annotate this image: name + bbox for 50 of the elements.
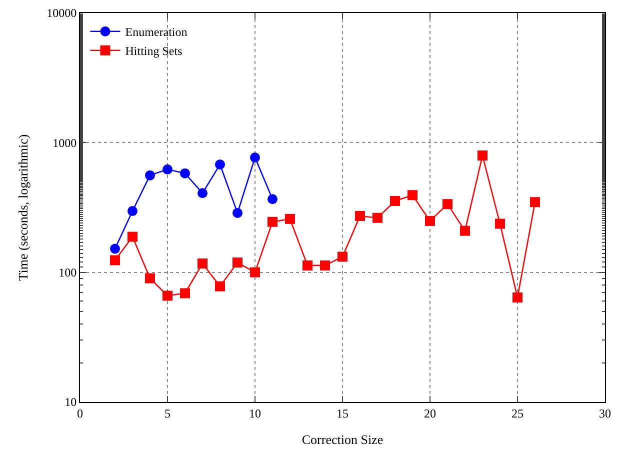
point	[302, 260, 312, 270]
legend-label: Enumeration	[125, 25, 188, 40]
point	[372, 212, 382, 223]
point	[198, 188, 208, 198]
point	[250, 152, 260, 163]
x-tick-label: 30	[599, 406, 611, 420]
x-axis-title: Correction Size	[302, 432, 384, 447]
point	[338, 252, 348, 262]
point	[232, 258, 242, 268]
point	[320, 260, 330, 270]
legend-label: Hitting Sets	[125, 44, 183, 58]
y-tick-label: 1000	[52, 136, 77, 150]
point	[390, 196, 400, 206]
point	[145, 170, 155, 180]
point	[512, 292, 522, 302]
point	[408, 190, 418, 200]
point	[162, 164, 172, 174]
y-tick-label: 10000	[46, 6, 77, 20]
x-tick-label: 0	[77, 406, 83, 420]
x-tick-label: 20	[424, 406, 436, 420]
y-tick-label: 10	[64, 395, 77, 410]
point	[268, 216, 278, 227]
y-tick-label: 100	[58, 266, 77, 280]
point	[128, 232, 138, 242]
point	[110, 244, 120, 254]
x-tick-label: 5	[164, 406, 170, 420]
point	[442, 199, 452, 210]
x-tick-label: 10	[249, 406, 261, 420]
point	[268, 194, 278, 204]
y-axis-title: Time (seconds, logarithmic)	[16, 134, 31, 281]
point	[145, 273, 155, 284]
point	[285, 214, 295, 224]
point	[355, 210, 365, 221]
point	[495, 218, 505, 229]
point	[232, 208, 242, 218]
x-tick-label: 25	[512, 406, 524, 420]
point	[215, 281, 225, 292]
point	[128, 206, 138, 216]
point	[250, 267, 260, 278]
point	[460, 226, 470, 236]
point	[180, 288, 190, 298]
point	[478, 150, 488, 161]
point	[180, 168, 190, 178]
point	[530, 197, 540, 208]
point	[425, 216, 435, 226]
point	[198, 258, 208, 268]
point	[162, 290, 172, 301]
point	[110, 255, 120, 266]
x-tick-label: 15	[336, 406, 348, 420]
point	[215, 159, 225, 170]
